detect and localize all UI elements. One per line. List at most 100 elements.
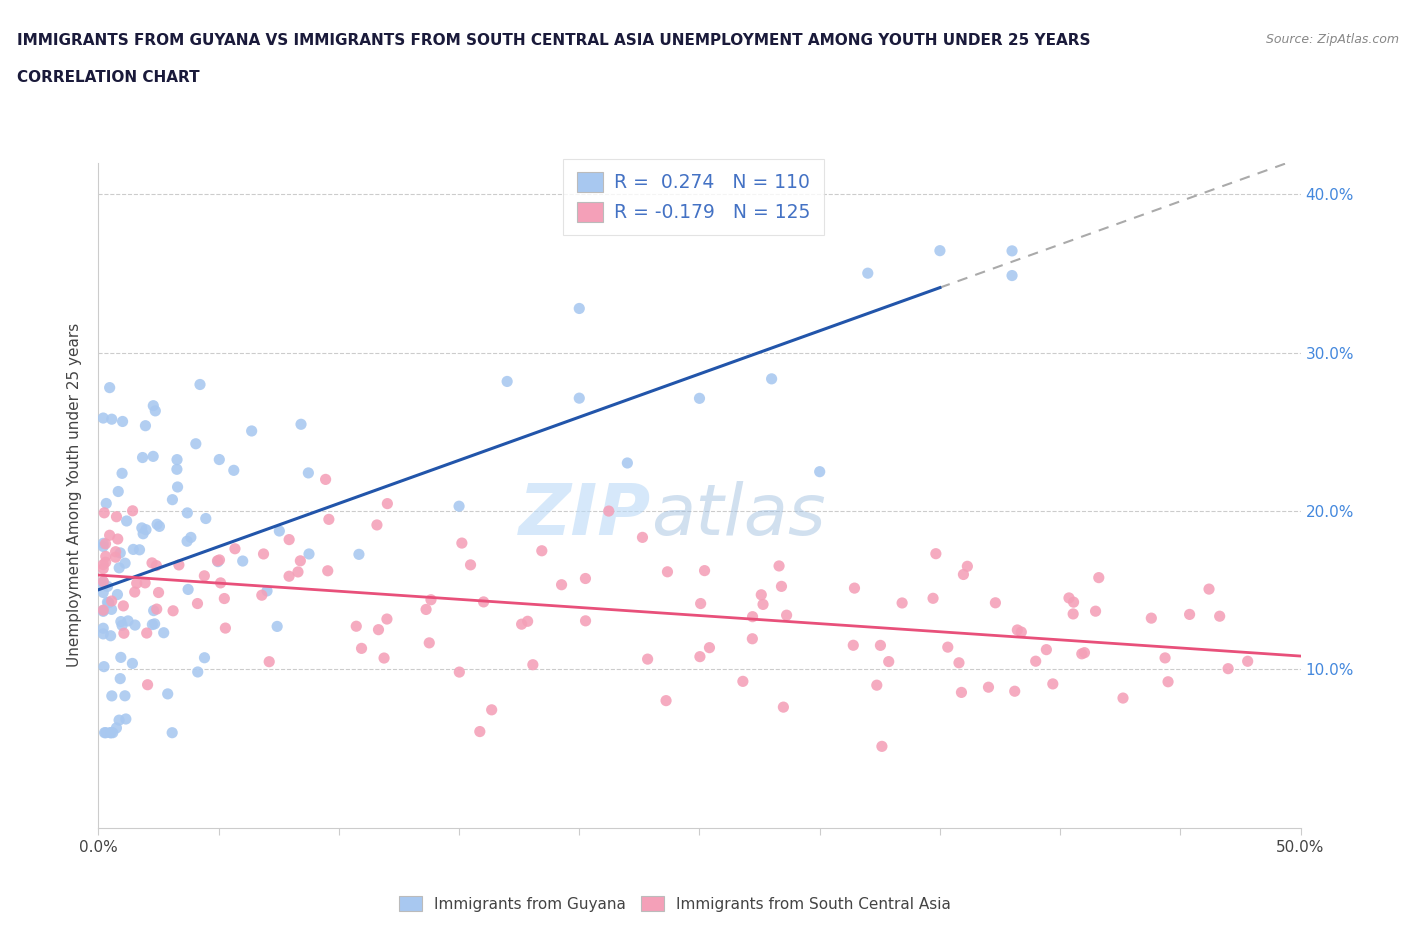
Point: [891, 595, 914, 610]
Point: [250, 588, 273, 603]
Point: [93, 725, 115, 740]
Point: [101, 725, 124, 740]
Point: [496, 374, 519, 389]
Point: [180, 530, 202, 545]
Point: [114, 556, 136, 571]
Point: [1063, 594, 1085, 609]
Text: atlas: atlas: [651, 481, 825, 550]
Point: [208, 452, 231, 467]
Point: [616, 456, 638, 471]
Point: [143, 404, 166, 418]
Point: [468, 724, 491, 739]
Point: [530, 543, 553, 558]
Point: [298, 547, 321, 562]
Point: [146, 517, 169, 532]
Point: [347, 547, 370, 562]
Point: [91, 575, 114, 590]
Point: [657, 565, 679, 579]
Point: [1025, 654, 1047, 669]
Point: [91, 561, 114, 576]
Point: [287, 565, 309, 579]
Point: [450, 536, 472, 551]
Point: [870, 739, 893, 754]
Point: [125, 576, 148, 591]
Point: [693, 564, 716, 578]
Point: [148, 519, 170, 534]
Point: [141, 555, 163, 570]
Point: [1007, 622, 1029, 637]
Point: [101, 688, 124, 703]
Point: [1042, 676, 1064, 691]
Point: [162, 604, 184, 618]
Point: [209, 576, 232, 591]
Point: [449, 665, 471, 680]
Point: [114, 688, 136, 703]
Point: [100, 593, 122, 608]
Point: [516, 614, 538, 629]
Point: [112, 598, 135, 613]
Point: [110, 546, 132, 561]
Point: [148, 585, 170, 600]
Point: [522, 658, 544, 672]
Point: [105, 721, 128, 736]
Y-axis label: Unemployment Among Youth under 25 years: Unemployment Among Youth under 25 years: [67, 323, 83, 668]
Point: [977, 680, 1000, 695]
Point: [510, 617, 533, 631]
Point: [162, 492, 184, 507]
Point: [252, 547, 274, 562]
Point: [297, 466, 319, 481]
Point: [290, 417, 312, 432]
Point: [141, 618, 163, 632]
Point: [135, 523, 157, 538]
Point: [1157, 674, 1180, 689]
Point: [375, 612, 398, 627]
Point: [91, 585, 114, 600]
Point: [741, 609, 763, 624]
Point: [1073, 645, 1095, 660]
Point: [121, 656, 143, 671]
Point: [1010, 625, 1032, 640]
Point: [699, 640, 721, 655]
Point: [460, 557, 482, 572]
Point: [775, 607, 797, 622]
Point: [143, 617, 166, 631]
Point: [278, 532, 301, 547]
Point: [928, 244, 950, 259]
Point: [104, 544, 127, 559]
Point: [166, 462, 188, 477]
Point: [752, 597, 775, 612]
Point: [447, 498, 470, 513]
Point: [808, 464, 831, 479]
Point: [122, 542, 145, 557]
Point: [96, 579, 118, 594]
Point: [100, 412, 122, 427]
Point: [315, 472, 337, 486]
Point: [418, 635, 440, 650]
Point: [922, 591, 945, 605]
Point: [257, 655, 280, 670]
Point: [176, 506, 198, 521]
Point: [97, 595, 120, 610]
Text: IMMIGRANTS FROM GUYANA VS IMMIGRANTS FROM SOUTH CENTRAL ASIA UNEMPLOYMENT AMONG : IMMIGRANTS FROM GUYANA VS IMMIGRANTS FRO…: [17, 33, 1091, 47]
Point: [142, 449, 165, 464]
Point: [761, 371, 783, 386]
Point: [107, 485, 129, 499]
Point: [869, 638, 891, 653]
Point: [950, 685, 973, 700]
Point: [574, 614, 596, 629]
Point: [145, 602, 167, 617]
Point: [131, 450, 153, 465]
Point: [100, 629, 122, 644]
Point: [689, 596, 711, 611]
Point: [91, 577, 114, 591]
Point: [91, 557, 114, 572]
Point: [1057, 591, 1080, 605]
Point: [112, 626, 135, 641]
Point: [768, 559, 790, 574]
Point: [655, 693, 678, 708]
Point: [952, 567, 974, 582]
Point: [177, 582, 200, 597]
Point: [128, 542, 150, 557]
Point: [145, 558, 167, 573]
Point: [373, 651, 395, 666]
